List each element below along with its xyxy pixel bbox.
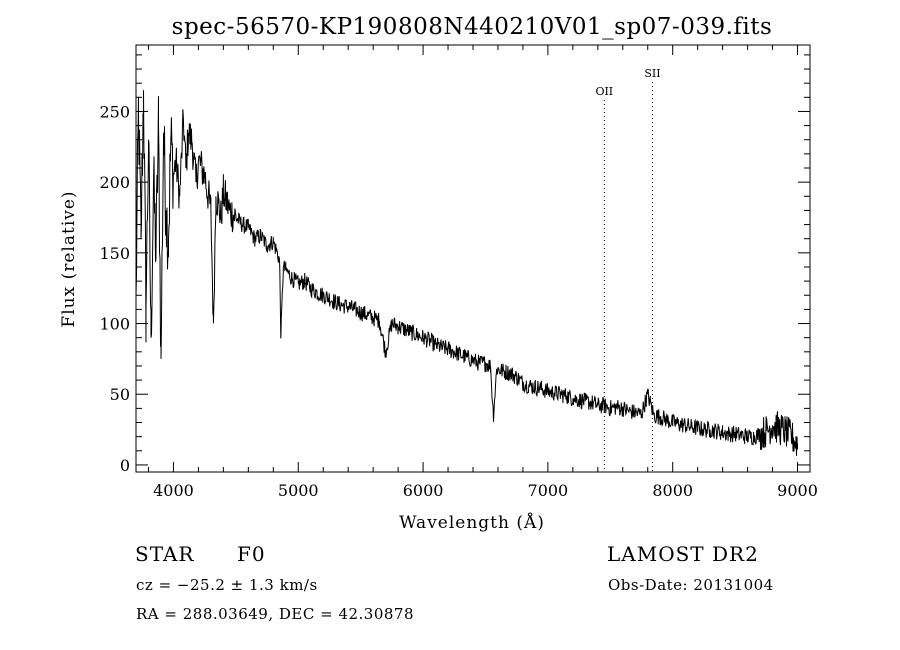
x-tick-label: 9000 <box>777 481 818 500</box>
marker-label: OII <box>595 85 613 98</box>
x-tick-label: 5000 <box>278 481 319 500</box>
y-tick-label: 150 <box>99 244 130 263</box>
y-tick-label: 200 <box>99 173 130 192</box>
coordinates: RA = 288.03649, DEC = 42.30878 <box>136 605 415 623</box>
survey-name: LAMOST DR2 <box>607 542 759 566</box>
object-subclass: F0 <box>237 542 266 566</box>
x-tick-label: 8000 <box>652 481 693 500</box>
y-tick-label: 50 <box>110 385 130 404</box>
flux-series-line <box>135 90 798 456</box>
x-axis: 4000 5000 6000 7000 8000 9000 <box>147 45 818 500</box>
marker-label: SII <box>644 67 660 80</box>
observation-date: Obs-Date: 20131004 <box>608 576 774 594</box>
x-tick-label: 6000 <box>403 481 444 500</box>
y-axis-label: Flux (relative) <box>59 190 79 327</box>
x-tick-label: 4000 <box>153 481 194 500</box>
redshift-velocity: cz = −25.2 ± 1.3 km/s <box>136 576 318 594</box>
y-tick-label: 0 <box>120 456 130 475</box>
chart-title: spec-56570-KP190808N440210V01_sp07-039.f… <box>172 14 773 40</box>
y-tick-label: 100 <box>99 315 130 334</box>
y-tick-label: 250 <box>99 102 130 121</box>
plot-frame <box>135 44 811 473</box>
object-class: STAR <box>135 542 195 566</box>
x-tick-label: 7000 <box>528 481 569 500</box>
y-axis: 0 50 100 150 200 250 <box>99 54 810 475</box>
x-axis-label: Wavelength (Å) <box>399 512 545 533</box>
